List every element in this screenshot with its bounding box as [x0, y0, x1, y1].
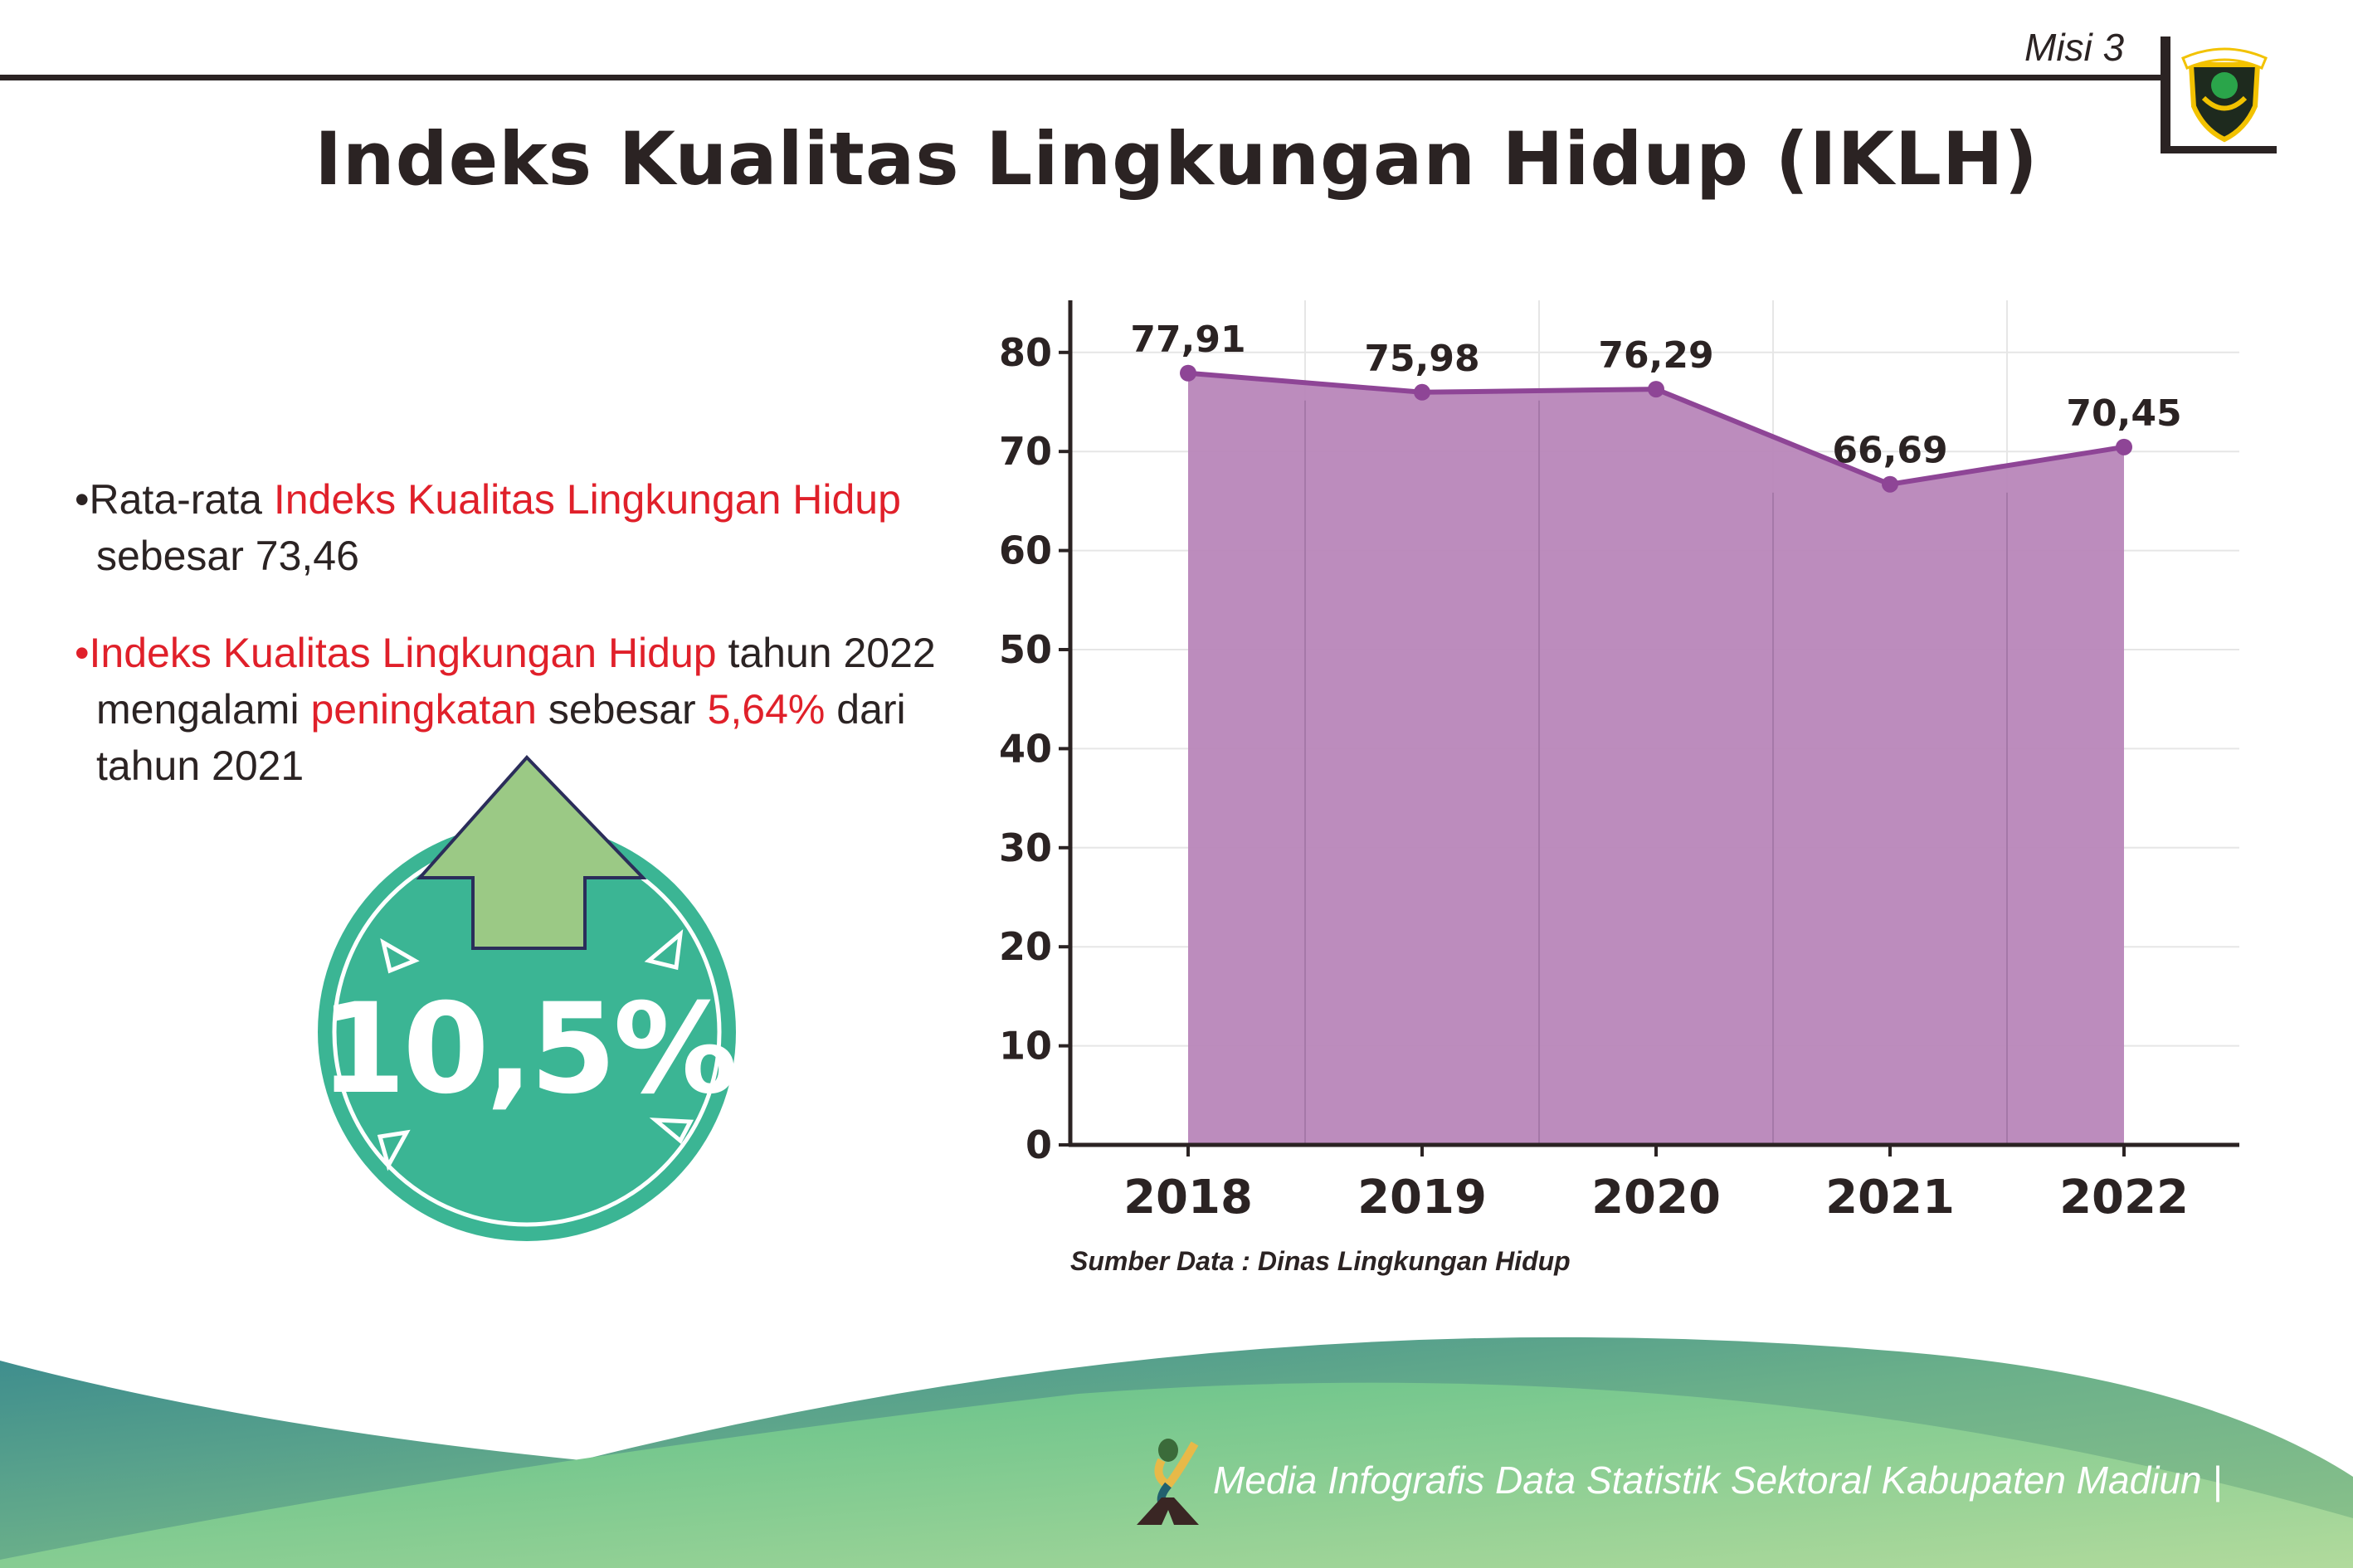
arrow-up-icon — [416, 755, 647, 950]
y-tick-label: 30 — [999, 825, 1052, 870]
y-tick-label: 50 — [999, 627, 1052, 672]
summary-bullet-increase: •Indeks Kualitas Lingkungan Hidup tahun … — [75, 625, 946, 794]
mission-label: Misi 3 — [2024, 26, 2125, 69]
sparkle-icons — [377, 928, 694, 1171]
header-bracket-bottom — [2161, 146, 2277, 153]
y-tick-label: 70 — [999, 429, 1052, 474]
page-title: Indeks Kualitas Lingkungan Hidup (IKLH) — [314, 116, 2039, 202]
x-tick-label: 2019 — [1357, 1171, 1487, 1225]
bullet-text: mengalami — [96, 686, 311, 733]
y-tick-label: 40 — [999, 726, 1052, 771]
x-tick-label: 2020 — [1591, 1171, 1721, 1225]
footer-text: Media Infografis Data Statistik Sektoral… — [1213, 1458, 2223, 1502]
data-point — [2116, 438, 2132, 455]
y-tick-label: 0 — [1025, 1122, 1052, 1167]
y-tick-label: 80 — [999, 330, 1052, 375]
increase-badge — [318, 755, 736, 1241]
data-label: 76,29 — [1598, 334, 1713, 377]
bullet-text: tahun 2021 — [96, 743, 304, 789]
media-infografis-logo — [1137, 1439, 1199, 1525]
x-tick-label: 2018 — [1123, 1171, 1253, 1225]
bullet-text: tahun 2022 — [716, 630, 936, 676]
y-tick-label: 60 — [999, 528, 1052, 573]
x-tick-label: 2021 — [1825, 1171, 1955, 1225]
data-point — [1180, 364, 1196, 382]
badge-value: 10,5% — [319, 977, 738, 1122]
data-label: 70,45 — [2066, 392, 2181, 435]
kabupaten-madiun-logo — [2179, 40, 2270, 143]
data-point — [1414, 383, 1430, 401]
bullet-text: sebesar — [536, 686, 708, 733]
y-tick-label: 10 — [999, 1024, 1052, 1069]
bullet-text: •Rata-rata — [75, 476, 274, 523]
chart-source: Sumber Data : Dinas Lingkungan Hidup — [1070, 1246, 1571, 1276]
badge-circle — [318, 823, 736, 1241]
data-point — [1882, 475, 1898, 493]
data-label: 77,91 — [1130, 319, 1245, 361]
iklh-area-chart: 0 10 20 30 40 50 60 70 80 77,91 2018 75,98 2019 76,29… — [999, 300, 2239, 1225]
data-point — [1648, 381, 1664, 398]
data-label: 75,98 — [1364, 338, 1479, 380]
header-rule — [0, 75, 2165, 80]
bullet-text: sebesar 73,46 — [96, 533, 359, 579]
header-bracket-vertical — [2161, 37, 2170, 153]
bullet-text: dari — [825, 686, 906, 733]
x-tick-label: 2022 — [2059, 1171, 2189, 1225]
data-label: 66,69 — [1832, 430, 1947, 472]
bullet-highlight: 5,64% — [707, 686, 826, 733]
area-fill — [1188, 373, 2124, 1145]
bullet-highlight: peningkatan — [310, 686, 537, 733]
summary-bullet-average: •Rata-rata Indeks Kualitas Lingkungan Hi… — [75, 471, 946, 584]
bullet-highlight: Indeks Kualitas Lingkungan Hidup — [273, 476, 901, 523]
bullet-highlight: •Indeks Kualitas Lingkungan Hidup — [75, 630, 717, 676]
y-tick-label: 20 — [999, 924, 1052, 969]
